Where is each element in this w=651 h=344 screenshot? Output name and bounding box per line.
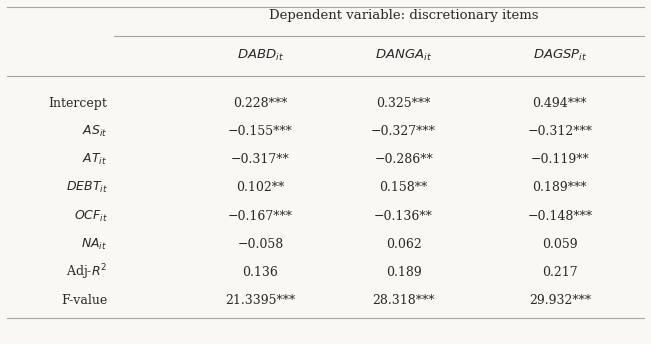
Text: −0.136**: −0.136**: [374, 209, 433, 223]
Text: $NA_{it}$: $NA_{it}$: [81, 237, 107, 252]
Text: $DEBT_{it}$: $DEBT_{it}$: [66, 180, 107, 195]
Text: −0.155***: −0.155***: [228, 125, 293, 138]
Text: 0.136: 0.136: [242, 266, 279, 279]
Text: 0.494***: 0.494***: [533, 97, 587, 110]
Text: $DANGA_{it}$: $DANGA_{it}$: [375, 47, 432, 63]
Text: $DAGSP_{it}$: $DAGSP_{it}$: [533, 47, 587, 63]
Text: 21.3395***: 21.3395***: [225, 294, 296, 307]
Text: 0.059: 0.059: [542, 238, 577, 251]
Text: $DABD_{it}$: $DABD_{it}$: [237, 47, 284, 63]
Text: 0.102**: 0.102**: [236, 181, 284, 194]
Text: 0.228***: 0.228***: [233, 97, 288, 110]
Text: F-value: F-value: [61, 294, 107, 307]
Text: −0.317**: −0.317**: [231, 153, 290, 166]
Text: −0.148***: −0.148***: [527, 209, 592, 223]
Text: 0.189***: 0.189***: [533, 181, 587, 194]
Text: Dependent variable: discretionary items: Dependent variable: discretionary items: [269, 9, 538, 22]
Text: 0.325***: 0.325***: [376, 97, 431, 110]
Text: 0.217: 0.217: [542, 266, 577, 279]
Text: $OCF_{it}$: $OCF_{it}$: [74, 208, 107, 224]
Text: Intercept: Intercept: [49, 97, 107, 110]
Text: 29.932***: 29.932***: [529, 294, 591, 307]
Text: −0.119**: −0.119**: [531, 153, 589, 166]
Text: $AS_{it}$: $AS_{it}$: [82, 124, 107, 139]
Text: Adj-$R^2$: Adj-$R^2$: [66, 263, 107, 282]
Text: −0.327***: −0.327***: [371, 125, 436, 138]
Text: −0.312***: −0.312***: [527, 125, 592, 138]
Text: 0.158**: 0.158**: [380, 181, 428, 194]
Text: 28.318***: 28.318***: [372, 294, 435, 307]
Text: $AT_{it}$: $AT_{it}$: [83, 152, 107, 167]
Text: −0.286**: −0.286**: [374, 153, 433, 166]
Text: 0.189: 0.189: [386, 266, 421, 279]
Text: −0.058: −0.058: [237, 238, 284, 251]
Text: −0.167***: −0.167***: [228, 209, 293, 223]
Text: 0.062: 0.062: [386, 238, 421, 251]
